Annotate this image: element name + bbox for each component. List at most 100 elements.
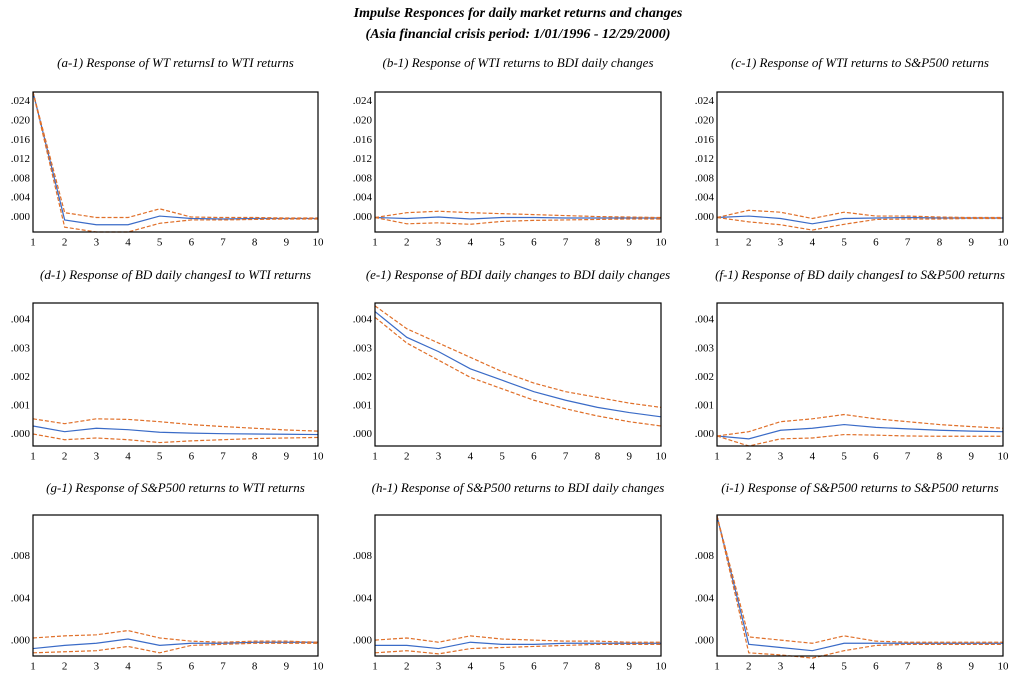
x-tick-label: 10 (998, 237, 1010, 249)
band-line (374, 635, 661, 643)
x-tick-label: 9 (626, 661, 632, 673)
x-tick-label: 7 (563, 661, 569, 673)
x-tick-label: 5 (841, 661, 847, 673)
y-tick-label: .000 (353, 635, 373, 647)
band-line (374, 216, 661, 225)
x-tick-label: 2 (62, 661, 68, 673)
y-tick-label: .012 (353, 153, 372, 165)
x-tick-label: 7 (905, 661, 911, 673)
response-line (32, 425, 319, 436)
y-tick-label: .020 (11, 114, 31, 126)
x-tick-label: 10 (313, 451, 325, 463)
band-line (374, 305, 662, 408)
x-tick-label: 1 (372, 661, 378, 673)
x-tick-label: 5 (841, 451, 847, 463)
y-tick-label: .016 (353, 134, 373, 146)
plot-frame (716, 91, 1004, 233)
band-line (716, 413, 1004, 437)
y-tick-label: .008 (695, 550, 715, 562)
response-line (716, 423, 1004, 440)
x-tick-label: 4 (810, 661, 816, 673)
band-line (32, 418, 319, 432)
y-tick-label: .003 (695, 342, 715, 354)
x-tick-label: 2 (746, 661, 752, 673)
y-tick-label: .012 (695, 153, 714, 165)
x-tick-label: 6 (531, 451, 537, 463)
x-tick-label: 10 (998, 451, 1010, 463)
x-tick-label: 6 (873, 237, 879, 249)
y-tick-label: .004 (11, 192, 31, 204)
x-tick-label: 8 (937, 451, 943, 463)
x-tick-label: 1 (30, 237, 36, 249)
y-tick-label: .004 (695, 192, 715, 204)
x-tick-label: 3 (778, 237, 784, 249)
x-tick-label: 1 (30, 661, 36, 673)
y-tick-label: .000 (353, 211, 373, 223)
band-line (716, 433, 1003, 447)
x-tick-label: 9 (968, 661, 974, 673)
band-line (716, 216, 1003, 231)
y-tick-label: .004 (353, 192, 373, 204)
x-tick-label: 6 (189, 661, 195, 673)
x-tick-label: 8 (937, 237, 943, 249)
x-tick-label: 2 (62, 237, 68, 249)
response-line (32, 91, 318, 226)
x-tick-label: 6 (189, 237, 195, 249)
x-tick-label: 5 (499, 661, 505, 673)
x-tick-label: 1 (372, 451, 378, 463)
x-tick-label: 8 (252, 451, 258, 463)
x-tick-label: 2 (62, 451, 68, 463)
plot-frame (374, 91, 662, 233)
band-line (374, 210, 662, 219)
y-tick-label: .000 (11, 211, 31, 223)
band-line (32, 91, 318, 233)
x-tick-label: 6 (531, 661, 537, 673)
band-line (716, 515, 1003, 659)
x-tick-label: 6 (873, 451, 879, 463)
y-tick-label: .020 (353, 114, 373, 126)
band-line (374, 643, 661, 655)
x-tick-label: 9 (284, 451, 290, 463)
x-tick-label: 6 (873, 661, 879, 673)
x-tick-label: 9 (284, 237, 290, 249)
y-tick-label: .001 (695, 399, 714, 411)
x-tick-label: 3 (436, 237, 442, 249)
x-tick-label: 7 (220, 451, 226, 463)
panel-title: (a-1) Response of WT returnsI to WTI ret… (57, 55, 294, 70)
y-tick-label: .008 (11, 550, 31, 562)
y-tick-label: .003 (11, 342, 31, 354)
x-tick-label: 3 (436, 661, 442, 673)
y-tick-label: .008 (11, 172, 31, 184)
response-line (716, 515, 1003, 652)
x-tick-label: 7 (220, 237, 226, 249)
x-tick-label: 2 (746, 451, 752, 463)
x-tick-label: 9 (968, 237, 974, 249)
x-tick-label: 5 (157, 451, 163, 463)
panel-title: (g-1) Response of S&P500 returns to WTI … (46, 480, 305, 495)
x-tick-label: 7 (905, 237, 911, 249)
x-tick-label: 3 (94, 451, 100, 463)
x-tick-label: 4 (468, 451, 474, 463)
panel-title: (h-1) Response of S&P500 returns to BDI … (372, 480, 665, 495)
x-tick-label: 5 (157, 237, 163, 249)
y-tick-label: .008 (695, 172, 715, 184)
x-tick-label: 7 (563, 451, 569, 463)
y-tick-label: .000 (11, 428, 31, 440)
response-line (374, 216, 661, 220)
x-tick-label: 10 (656, 451, 668, 463)
x-tick-label: 7 (905, 451, 911, 463)
y-tick-label: .004 (11, 314, 31, 326)
y-tick-label: .016 (695, 134, 715, 146)
y-tick-label: .004 (353, 314, 373, 326)
x-tick-label: 1 (714, 451, 720, 463)
plot-frame (32, 91, 319, 233)
y-tick-label: .002 (11, 371, 30, 383)
x-tick-label: 10 (998, 661, 1010, 673)
x-tick-label: 8 (595, 661, 601, 673)
x-tick-label: 9 (626, 237, 632, 249)
response-line (32, 638, 318, 650)
plot-frame (374, 302, 662, 447)
band-line (32, 629, 319, 643)
x-tick-label: 7 (220, 661, 226, 673)
panel-title: (b-1) Response of WTI returns to BDI dai… (382, 55, 653, 70)
